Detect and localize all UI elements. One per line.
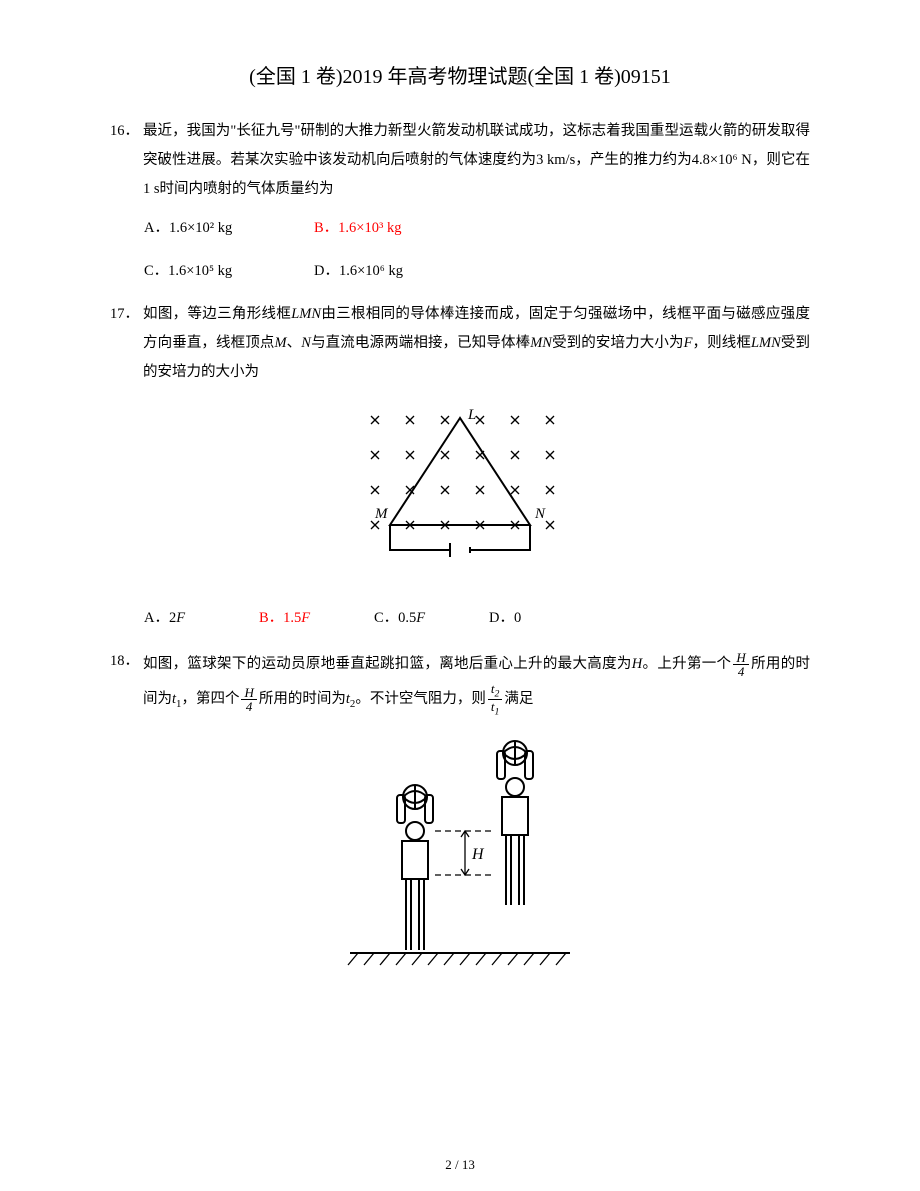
q18-text: 如图，篮球架下的运动员原地垂直起跳扣篮，离地后重心上升的最大高度为H。上升第一个… [143, 647, 810, 717]
q17-mn: MN [530, 335, 552, 351]
q18-number: 18． [110, 647, 139, 717]
q17-p3: 、 [287, 335, 302, 351]
question-17: 17． 如图，等边三角形线框LMN由三根相同的导体棒连接而成，固定于匀强磁场中，… [110, 300, 810, 633]
page-sep: / [452, 1157, 462, 1172]
page-total: 13 [462, 1157, 475, 1172]
q17-option-b: B．1.5F [259, 604, 374, 633]
q17-lmn1: LMN [291, 306, 321, 322]
q16-option-c: C．1.6×10⁵ kg [144, 257, 314, 286]
q17-options: A．2F B．1.5F C．0.5F D．0 [144, 604, 810, 633]
q16-options: A．1.6×10² kg B．1.6×10³ kg C．1.6×10⁵ kg D… [144, 214, 810, 286]
q17-lmn2: LMN [751, 335, 781, 351]
q17-label-N: N [534, 506, 546, 522]
q18-frac1: H4 [733, 651, 748, 678]
q17-m: M [274, 335, 286, 351]
q17-text: 如图，等边三角形线框LMN由三根相同的导体棒连接而成，固定于匀强磁场中，线框平面… [143, 300, 810, 387]
q17-number: 17． [110, 300, 139, 387]
q17-option-c: C．0.5F [374, 604, 489, 633]
question-16: 16． 最近，我国为"长征九号"研制的大推力新型火箭发动机联试成功，这标志着我国… [110, 117, 810, 286]
q16-text: 最近，我国为"长征九号"研制的大推力新型火箭发动机联试成功，这标志着我国重型运载… [143, 117, 810, 204]
q16-option-d: D．1.6×10⁶ kg [314, 257, 484, 286]
q18-H1: H [632, 656, 642, 672]
q16-option-b: B．1.6×10³ kg [314, 214, 484, 243]
q18-label-H: H [471, 846, 485, 863]
q18-frac2: H4 [241, 686, 256, 713]
q18-p2: 。上升第一个 [642, 656, 731, 672]
q17-label-M: M [374, 506, 389, 522]
q17-p6: ，则线框 [692, 335, 751, 351]
page-title: (全国 1 卷)2019 年高考物理试题(全国 1 卷)09151 [110, 60, 810, 89]
q17-option-a: A．2F [144, 604, 259, 633]
q17-p5: 受到的安培力大小为 [552, 335, 684, 351]
q17-n: N [301, 335, 311, 351]
q18-p7: 满足 [504, 691, 533, 707]
q18-p1: 如图，篮球架下的运动员原地垂直起跳扣篮，离地后重心上升的最大高度为 [143, 656, 632, 672]
q17-label-L: L [467, 407, 476, 423]
q16-number: 16． [110, 117, 139, 204]
q17-p1: 如图，等边三角形线框 [143, 306, 291, 322]
q17-option-d: D．0 [489, 604, 604, 633]
question-18: 18． 如图，篮球架下的运动员原地垂直起跳扣篮，离地后重心上升的最大高度为H。上… [110, 647, 810, 1016]
q17-figure: L M N [110, 405, 810, 586]
q18-figure: H [110, 735, 810, 1016]
page-footer: 2 / 13 [0, 1157, 920, 1173]
q18-ratio: t2t1 [488, 682, 503, 718]
q17-p4: 与直流电源两端相接，已知导体棒 [311, 335, 530, 351]
q18-p5: 所用的时间为 [259, 691, 346, 707]
q16-option-a: A．1.6×10² kg [144, 214, 314, 243]
q18-p4: ，第四个 [181, 691, 239, 707]
q18-p6: 。不计空气阻力，则 [355, 691, 486, 707]
